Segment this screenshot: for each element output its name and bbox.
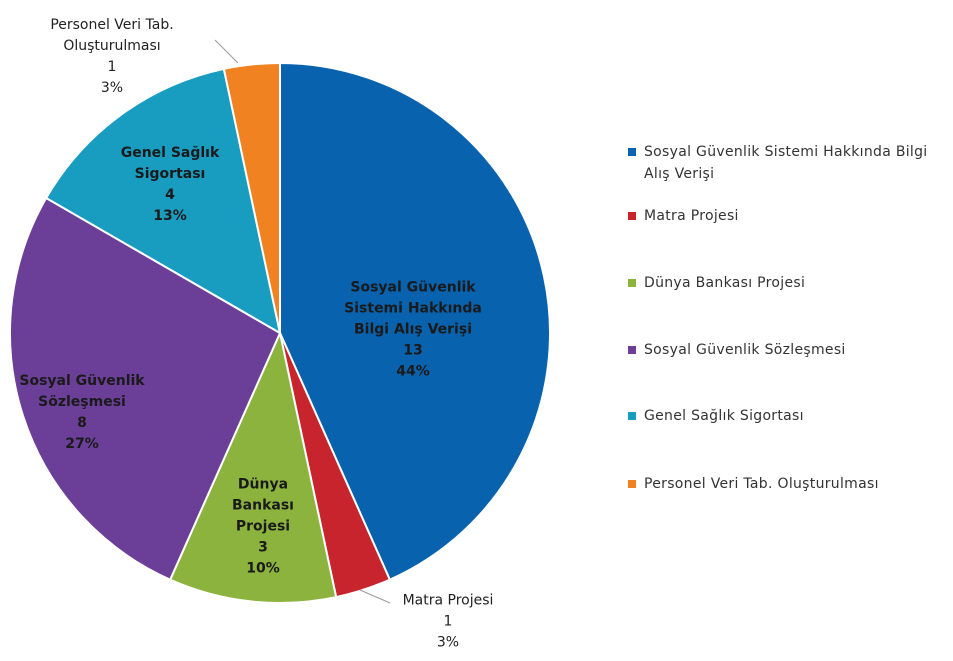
slice-label: Genel Sağlık Sigortası 4 13% [110, 143, 230, 227]
legend-swatch [628, 148, 636, 156]
legend-swatch [628, 412, 636, 420]
slice [168, 329, 338, 604]
slice-label-name: Dünya Bankası Projesi [232, 476, 294, 535]
legend-label: Genel Sağlık Sigortası [644, 408, 804, 424]
slice-label-percent: 10% [246, 560, 280, 577]
slice-label-value: 13 [403, 342, 423, 359]
slice [44, 67, 282, 335]
slice [279, 61, 551, 581]
slice-label-value: 4 [165, 187, 175, 203]
slice-label-percent: 44% [396, 363, 430, 380]
slice-label-name: Personel Veri Tab. Oluşturulması [50, 17, 174, 54]
slice-label-value: 1 [443, 613, 453, 630]
slice-label-name: Genel Sağlık Sigortası [120, 145, 220, 182]
slice-label-percent: 3% [100, 80, 124, 96]
slice-label-value: 8 [77, 415, 87, 431]
slice-label-value: 3 [258, 539, 268, 556]
leader-line [214, 39, 239, 64]
slice-label: Sosyal Güvenlik Sistemi Hakkında Bilgi A… [333, 278, 493, 383]
slice-label: Matra Projesi 1 3% [383, 591, 513, 654]
slice [9, 196, 282, 581]
legend-item: Matra Projesi [628, 205, 949, 227]
slice-label-name: Sosyal Güvenlik Sistemi Hakkında Bilgi A… [344, 279, 482, 338]
legend-label: Matra Projesi [644, 208, 739, 224]
legend-label: Dünya Bankası Projesi [644, 275, 806, 291]
leader-line [359, 589, 391, 604]
slice-label-percent: 27% [65, 436, 99, 452]
slice-label: Dünya Bankası Projesi 3 10% [208, 475, 318, 580]
slice-label: Sosyal Güvenlik Sözleşmesi 8 27% [7, 371, 157, 455]
legend-label: Sosyal Güvenlik Sözleşmesi [644, 342, 846, 358]
slice-label-percent: 3% [436, 634, 460, 651]
slice-label-value: 1 [107, 59, 117, 75]
legend-item: Genel Sağlık Sigortası [628, 405, 949, 427]
legend-item: Personel Veri Tab. Oluşturulması [628, 473, 949, 495]
slice-label: Personel Veri Tab. Oluşturulması 1 3% [22, 15, 202, 99]
legend-swatch [628, 480, 636, 488]
legend-label: Sosyal Güvenlik Sistemi Hakkında Bilgi A… [644, 144, 928, 182]
slice-label-percent: 13% [153, 208, 187, 224]
legend-item: Dünya Bankası Projesi [628, 272, 949, 294]
legend-item: Sosyal Güvenlik Sözleşmesi [628, 339, 949, 361]
legend-item: Sosyal Güvenlik Sistemi Hakkında Bilgi A… [628, 141, 949, 185]
legend-swatch [628, 212, 636, 220]
legend-label: Personel Veri Tab. Oluşturulması [644, 476, 879, 492]
legend-swatch [628, 279, 636, 287]
slice-label-name: Matra Projesi [402, 592, 494, 609]
legend-swatch [628, 346, 636, 354]
slice [222, 61, 281, 334]
slice-label-name: Sosyal Güvenlik Sözleşmesi [19, 373, 145, 410]
